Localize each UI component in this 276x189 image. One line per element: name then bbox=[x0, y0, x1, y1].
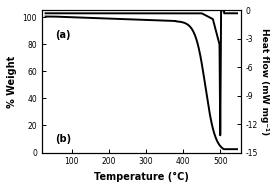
Y-axis label: Heat flow (mW mg⁻¹): Heat flow (mW mg⁻¹) bbox=[260, 28, 269, 135]
X-axis label: Temperature (°C): Temperature (°C) bbox=[94, 172, 189, 182]
Y-axis label: % Weight: % Weight bbox=[7, 55, 17, 108]
Text: (b): (b) bbox=[55, 134, 71, 144]
Text: (a): (a) bbox=[55, 29, 70, 40]
